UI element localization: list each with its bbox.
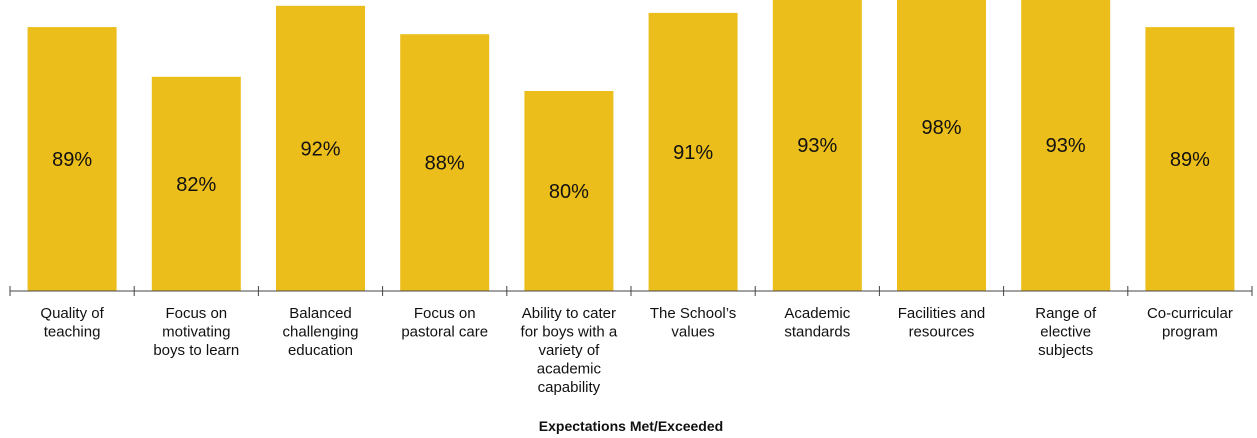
bar <box>648 12 738 292</box>
category-label-line: Academic <box>784 305 850 322</box>
category-label-line: capability <box>538 379 601 396</box>
category-label-line: program <box>1162 324 1218 341</box>
category-label-line: challenging <box>283 324 359 341</box>
bar-data-label: 88% <box>425 153 465 175</box>
category-labels: Quality of teaching Focus on motivating boys… <box>40 305 1232 396</box>
bar <box>524 91 614 291</box>
category-label-line: values <box>671 324 714 341</box>
bar <box>897 0 986 291</box>
category-label: The School’s values <box>650 305 736 341</box>
bar-data-label: 92% <box>300 138 340 160</box>
category-label-line: motivating <box>162 324 230 341</box>
category-label-line: subjects <box>1038 342 1093 359</box>
bar-data-label: 89% <box>52 149 92 171</box>
category-label: Quality of teaching <box>40 305 104 341</box>
bar <box>772 0 862 291</box>
category-label-line: Focus on <box>165 305 227 322</box>
category-label-line: standards <box>784 324 850 341</box>
category-label: Balanced challenging education <box>283 305 359 359</box>
category-label: Focus on pastoral care <box>401 305 488 341</box>
x-axis <box>9 286 1253 296</box>
bar <box>276 5 365 292</box>
category-label-line: Balanced <box>289 305 352 322</box>
category-label: Academic standards <box>784 305 850 341</box>
category-label: Co-curricular program <box>1147 305 1233 341</box>
category-label-line: Co-curricular <box>1147 305 1233 322</box>
category-label-line: Facilities and <box>898 305 986 322</box>
category-label-line: The School’s <box>650 305 736 322</box>
category-label-line: Ability to cater <box>522 305 616 322</box>
category-label-line: variety of <box>538 342 600 359</box>
bar <box>400 34 490 291</box>
category-label-line: for boys with a <box>521 324 618 341</box>
bar-data-label: 82% <box>176 174 216 196</box>
bar-data-label: 98% <box>921 117 961 139</box>
bar-data-label: 93% <box>797 135 837 157</box>
category-label-line: education <box>288 342 353 359</box>
category-label-line: boys to learn <box>153 342 239 359</box>
category-label-line: Focus on <box>414 305 476 322</box>
category-label-line: teaching <box>44 324 101 341</box>
bar-data-label: 89% <box>1170 149 1210 171</box>
bar-data-label: 91% <box>673 142 713 164</box>
category-label-line: elective <box>1040 324 1091 341</box>
category-label: Facilities and resources <box>898 305 986 341</box>
category-label-line: resources <box>909 324 975 341</box>
category-label-line: pastoral care <box>401 324 488 341</box>
bars-group: 89% 82% 92% 88% 80% 91% 93% 98% 93% 89% <box>27 0 1235 292</box>
category-label: Focus on motivating boys to learn <box>153 305 239 359</box>
bar <box>1145 27 1235 291</box>
x-axis-title: Expectations Met/Exceeded <box>539 418 723 434</box>
bar <box>151 76 241 291</box>
bar-data-label: 93% <box>1046 135 1086 157</box>
bar-data-label: 80% <box>549 181 589 203</box>
category-label-line: Range of <box>1035 305 1097 322</box>
bar <box>1021 0 1111 291</box>
category-label-line: Quality of <box>40 305 104 322</box>
category-label: Range of elective subjects <box>1035 305 1097 359</box>
category-label-line: academic <box>537 361 602 378</box>
category-label: Ability to cater for boys with a variety o… <box>521 305 618 396</box>
bar <box>27 27 117 291</box>
